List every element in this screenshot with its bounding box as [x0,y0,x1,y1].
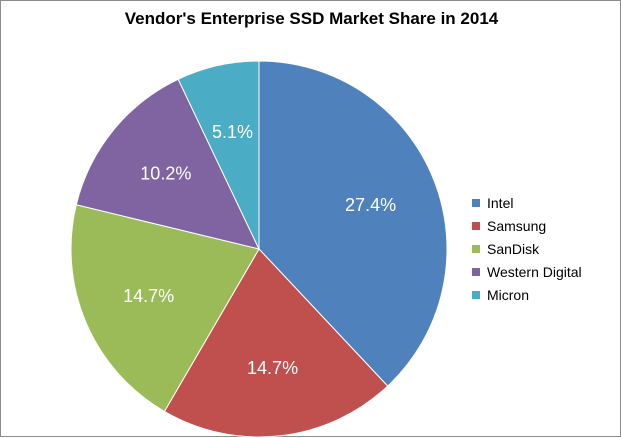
legend-swatch [472,267,480,276]
slice-label-western-digital: 10.2% [140,163,191,183]
slice-label-samsung: 14.7% [247,358,298,378]
legend-swatch [472,221,480,230]
slice-label-micron: 5.1% [212,122,253,142]
pie-slice-western-digital [75,78,260,250]
pie-slice-sandisk [70,204,260,413]
legend-label: Micron [487,286,530,303]
legend-label: Samsung [487,217,547,234]
chart-legend: Intel Samsung SanDisk Western Digital Micron [472,191,582,306]
chart-title: Vendor's Enterprise SSD Market Share in … [124,9,499,28]
pie-slice-samsung [163,248,389,438]
legend-swatch [472,290,480,299]
legend-item-micron: Micron [472,283,582,306]
pie-slice-intel [258,60,448,387]
legend-item-samsung: Samsung [472,214,582,237]
legend-label: SanDisk [487,240,540,257]
legend-label: Western Digital [487,263,582,280]
pie-slice-micron [177,60,260,250]
legend-swatch [472,198,480,207]
legend-swatch [472,244,480,253]
legend-item-intel: Intel [472,191,582,214]
slice-label-intel: 27.4% [345,195,396,215]
slice-label-sandisk: 14.7% [123,286,174,306]
legend-item-western-digital: Western Digital [472,260,582,283]
legend-label: Intel [487,194,514,211]
legend-item-sandisk: SanDisk [472,237,582,260]
